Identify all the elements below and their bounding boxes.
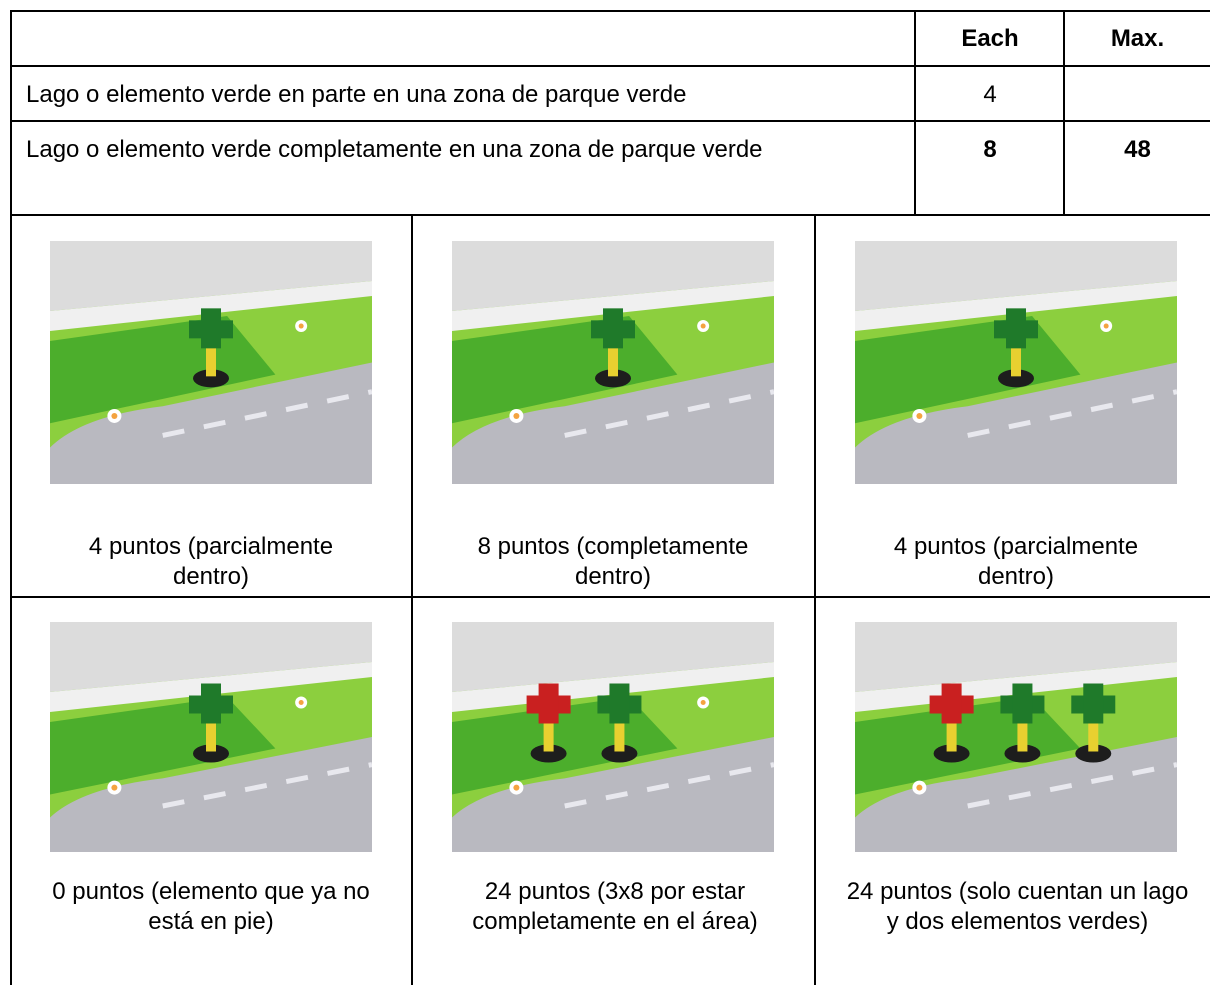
border: [814, 215, 816, 985]
photo: [452, 241, 774, 484]
row-label: Lago o elemento verde completamente en u…: [26, 136, 763, 163]
border: [10, 65, 1210, 67]
photo: [855, 241, 1177, 484]
photo: [452, 622, 774, 852]
each-value: 4: [983, 81, 997, 108]
border: [10, 596, 1210, 598]
caption: 0 puntos (elemento que ya no está en pie…: [52, 878, 370, 935]
each-value: 8: [983, 136, 997, 163]
border: [914, 10, 916, 215]
border: [10, 10, 12, 985]
caption: 24 puntos (3x8 por estar completamente e…: [472, 878, 758, 935]
header-cell: Each: [961, 25, 1019, 52]
border: [1063, 10, 1065, 215]
row-label: Lago o elemento verde en parte en una zo…: [26, 81, 687, 108]
border: [10, 10, 1210, 12]
caption: 4 puntos (parcialmente dentro): [893, 533, 1139, 590]
photo: [50, 241, 372, 484]
caption: 4 puntos (parcialmente dentro): [88, 533, 334, 590]
border: [10, 120, 1210, 122]
max-value: 48: [1124, 136, 1151, 163]
border: [411, 215, 413, 985]
caption: 24 puntos (solo cuentan un lago y dos el…: [846, 878, 1189, 935]
caption: 8 puntos (completamente dentro): [477, 533, 749, 590]
border: [10, 214, 1210, 216]
photo: [855, 622, 1177, 852]
header-cell: Max.: [1110, 25, 1165, 52]
photo: [50, 622, 372, 852]
